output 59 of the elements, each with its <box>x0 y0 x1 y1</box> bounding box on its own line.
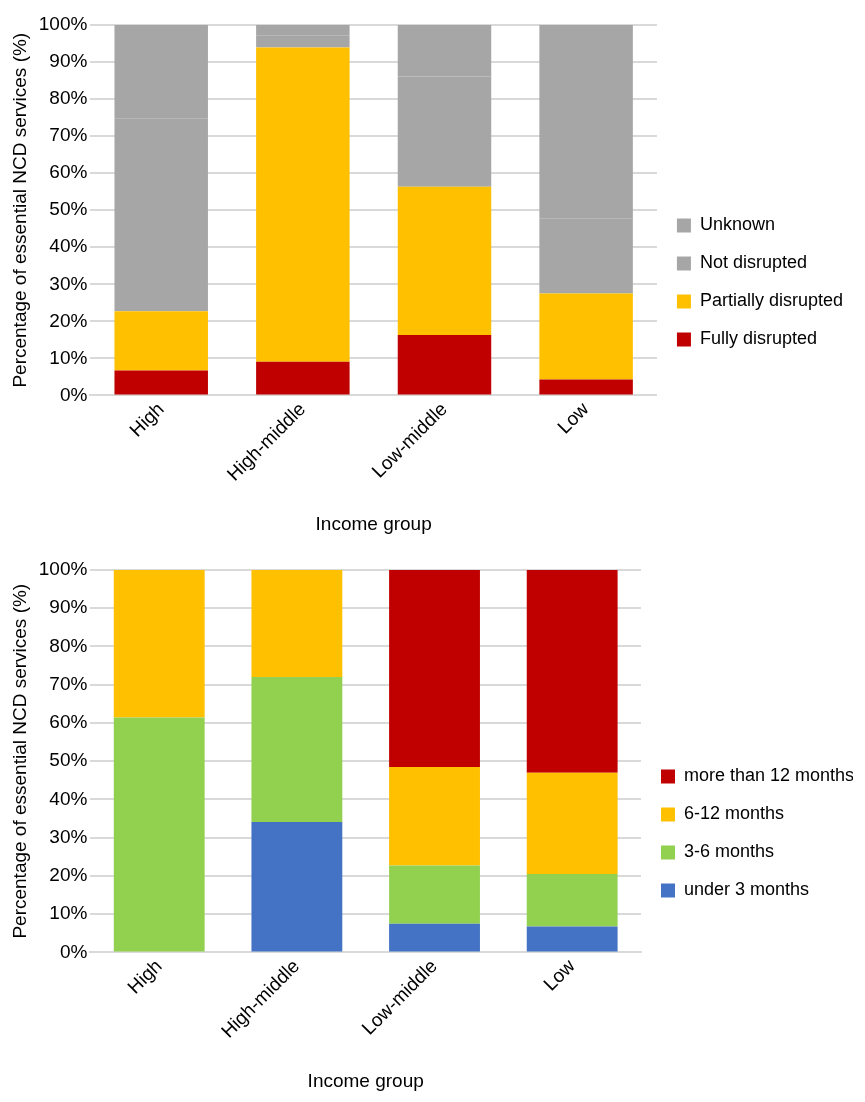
bar <box>539 379 633 395</box>
y-tick-label: 30% <box>49 825 88 847</box>
y-tick-label: 60% <box>49 711 88 733</box>
x-axis-title: Income group <box>307 1069 424 1091</box>
bar <box>113 717 205 952</box>
y-tick-label: 10% <box>49 902 88 924</box>
bar <box>389 865 480 924</box>
y-tick-label: 10% <box>49 346 88 368</box>
bar <box>526 874 618 927</box>
bar <box>114 311 208 371</box>
y-tick-label: 20% <box>49 864 88 886</box>
bar <box>256 361 350 395</box>
legend-label: Unknown <box>699 214 775 235</box>
x-axis-title: Income group <box>315 512 432 534</box>
legend-label: Partially disrupted <box>699 290 844 311</box>
legend-label: 6-12 months <box>684 803 785 824</box>
legend-label: 3-6 months <box>684 841 775 862</box>
bar <box>389 570 480 767</box>
y-tick-label: 30% <box>49 272 88 294</box>
bar <box>389 766 480 866</box>
bar <box>389 923 480 952</box>
y-tick-label: 100% <box>38 558 88 580</box>
y-tick-label: 20% <box>49 309 88 331</box>
y-tick-label: 90% <box>49 50 88 72</box>
bar <box>526 570 618 773</box>
y-tick-label: 40% <box>49 235 88 257</box>
bar <box>397 335 492 395</box>
y-tick-label: 100% <box>38 13 88 35</box>
y-tick-label: 0% <box>59 940 88 962</box>
y-tick-label: 80% <box>49 87 88 109</box>
y-tick-label: 40% <box>49 787 88 809</box>
bar <box>526 772 618 875</box>
bar <box>251 570 343 678</box>
y-tick-label: 0% <box>59 383 88 405</box>
bar <box>114 370 208 395</box>
legend-label: Not disrupted <box>699 252 807 273</box>
bar <box>113 570 205 718</box>
y-tick-label: 50% <box>49 749 88 771</box>
bar <box>251 677 343 822</box>
bar <box>256 47 350 362</box>
y-axis-title: Percentage of essential NCD services (%) <box>8 583 30 939</box>
y-tick-label: 60% <box>49 161 88 183</box>
y-axis-title: Percentage of essential NCD services (%) <box>8 32 30 388</box>
y-tick-label: 50% <box>49 198 88 220</box>
y-tick-label: 90% <box>49 596 88 618</box>
legend-label: Fully disrupted <box>699 328 817 349</box>
bar <box>397 186 492 336</box>
bar <box>251 822 343 952</box>
y-tick-label: 80% <box>49 634 88 656</box>
legend-label: more than 12 months <box>684 765 855 786</box>
x-tick-label: Low <box>553 397 593 438</box>
x-tick-label: High <box>123 955 166 998</box>
bar <box>526 926 618 952</box>
x-tick-label: High <box>125 398 168 441</box>
y-tick-label: 70% <box>49 672 88 694</box>
legend-label: under 3 months <box>684 879 810 900</box>
bar <box>539 293 633 380</box>
x-tick-label: Low <box>539 954 579 995</box>
y-tick-label: 70% <box>49 124 88 146</box>
